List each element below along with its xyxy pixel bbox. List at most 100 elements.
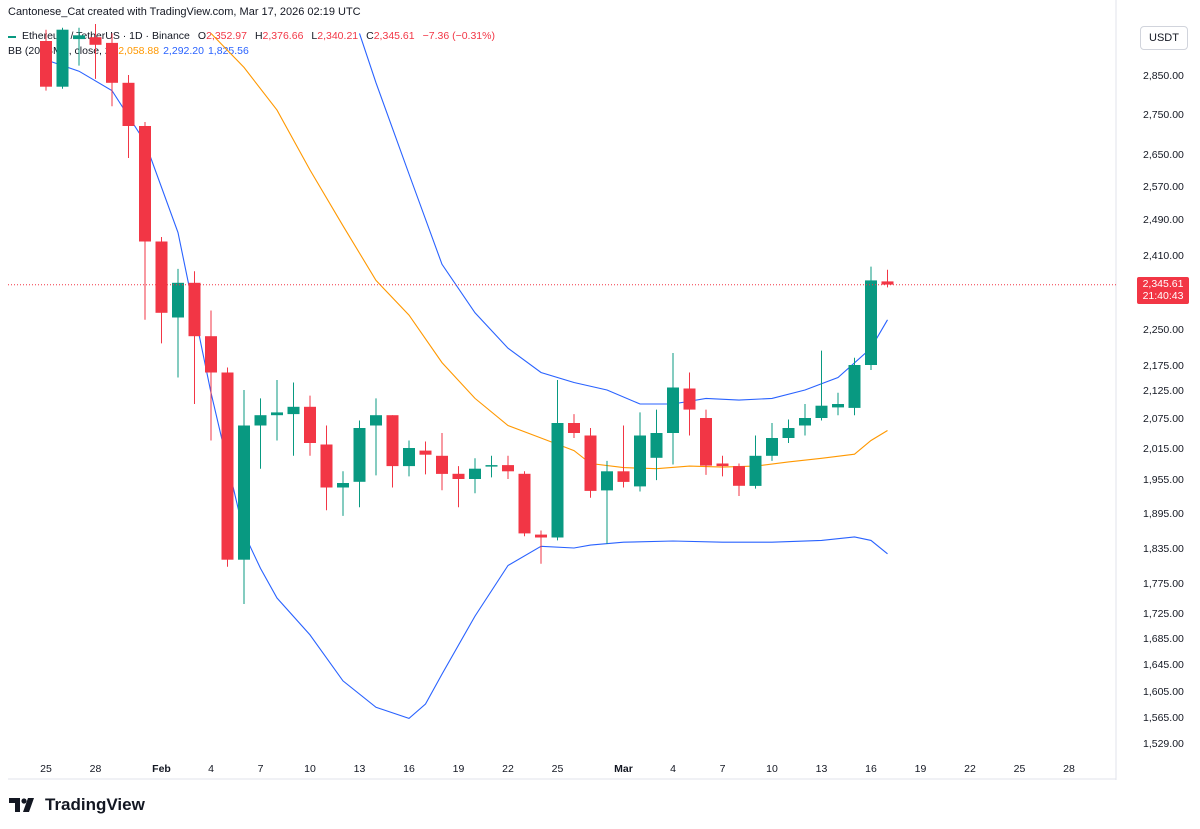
time-tick-label: 7 bbox=[258, 763, 264, 775]
candle-body bbox=[815, 405, 828, 418]
symbol-row: Ethereum / TetherUS · 1D · Binance O 2,35… bbox=[8, 29, 495, 44]
candle-body bbox=[436, 455, 448, 474]
price-tick-label: 2,490.00 bbox=[1143, 214, 1184, 226]
price-tick-label: 1,685.00 bbox=[1143, 633, 1184, 645]
candle-body bbox=[370, 415, 382, 426]
tradingview-logo[interactable]: TradingView bbox=[9, 795, 145, 815]
bb-upper-value: 2,292.20 bbox=[163, 45, 204, 57]
price-tick-label: 2,650.00 bbox=[1143, 149, 1184, 161]
candle-body bbox=[766, 438, 778, 456]
candle bbox=[172, 268, 184, 378]
candle bbox=[238, 390, 250, 604]
candle-body bbox=[205, 336, 217, 373]
candle-body bbox=[650, 433, 663, 458]
candle-body bbox=[238, 425, 250, 560]
candles bbox=[40, 24, 894, 604]
time-axis: 25 28 Feb 4 7 10 13 16 19 22 25 Mar 4 7 10 13 16 19 22 25 28 bbox=[40, 763, 1075, 775]
candle bbox=[155, 237, 168, 344]
price-tick-label: 1,895.00 bbox=[1143, 508, 1184, 520]
time-tick-label: Feb bbox=[152, 763, 171, 775]
candle bbox=[337, 471, 349, 516]
candle bbox=[733, 463, 745, 496]
price-tick-label: 2,075.00 bbox=[1143, 413, 1184, 425]
candle bbox=[370, 398, 382, 476]
candle-body bbox=[667, 387, 679, 433]
time-tick-label: 7 bbox=[720, 763, 726, 775]
candle-body bbox=[403, 448, 415, 467]
candle bbox=[881, 269, 894, 288]
candle bbox=[832, 392, 844, 416]
candle bbox=[353, 420, 366, 508]
candle-body bbox=[271, 412, 283, 416]
currency-button[interactable]: USDT bbox=[1140, 26, 1188, 50]
candle bbox=[535, 530, 547, 564]
candle-body bbox=[122, 82, 135, 126]
price-tick-label: 1,529.00 bbox=[1143, 738, 1184, 750]
close-value: 2,345.61 bbox=[373, 30, 415, 42]
time-tick-label: 4 bbox=[670, 763, 676, 775]
candle-body bbox=[683, 388, 696, 410]
candle-body bbox=[601, 471, 613, 491]
bb-lower-line bbox=[45, 59, 888, 720]
candle-body bbox=[304, 406, 316, 443]
candle bbox=[815, 350, 828, 421]
candle bbox=[403, 440, 415, 477]
bb-basis-line bbox=[210, 33, 888, 470]
candle-body bbox=[782, 428, 795, 438]
candle-body bbox=[353, 428, 366, 482]
candle bbox=[766, 423, 778, 461]
candle bbox=[782, 419, 795, 443]
bb-label[interactable]: BB (20, SMA, close, 2) bbox=[8, 45, 115, 57]
candle-body bbox=[386, 415, 399, 467]
tradingview-brand-text: TradingView bbox=[45, 795, 145, 814]
price-tick-label: 2,250.00 bbox=[1143, 324, 1184, 336]
candle bbox=[716, 455, 729, 477]
bb-basis-value: 2,058.88 bbox=[118, 45, 160, 57]
candle bbox=[205, 310, 217, 441]
price-tick-label: 2,015.00 bbox=[1143, 443, 1184, 455]
close-label: C bbox=[366, 30, 374, 42]
price-tick-label: 2,175.00 bbox=[1143, 360, 1184, 372]
symbol-title[interactable]: Ethereum / TetherUS · 1D · Binance bbox=[22, 30, 190, 42]
price-tick-label: 1,775.00 bbox=[1143, 578, 1184, 590]
candle bbox=[865, 266, 877, 370]
chart-author-line: Cantonese_Cat created with TradingView.c… bbox=[8, 6, 361, 18]
candle bbox=[485, 455, 498, 478]
candle bbox=[799, 404, 811, 436]
symbol-icon bbox=[8, 35, 16, 38]
open-value: 2,352.97 bbox=[206, 30, 247, 42]
candle-body bbox=[469, 468, 481, 479]
low-value: 2,340.21 bbox=[317, 30, 359, 42]
price-tick-label: 2,570.00 bbox=[1143, 181, 1184, 193]
candle bbox=[551, 380, 564, 541]
candle-body bbox=[320, 444, 333, 488]
price-tick-label: 2,125.00 bbox=[1143, 385, 1184, 397]
candle-body bbox=[568, 423, 580, 433]
candle bbox=[848, 357, 861, 416]
price-tick-label: 2,750.00 bbox=[1143, 109, 1184, 121]
time-tick-label: 25 bbox=[1014, 763, 1026, 775]
candle bbox=[749, 435, 762, 489]
candle bbox=[221, 367, 234, 567]
candle bbox=[122, 75, 135, 158]
price-tick-label: 1,565.00 bbox=[1143, 712, 1184, 724]
candle bbox=[287, 382, 300, 456]
candle-body bbox=[485, 465, 498, 467]
candle bbox=[320, 425, 333, 511]
candle-body bbox=[452, 473, 465, 479]
candle bbox=[617, 425, 630, 488]
price-tick-label: 1,955.00 bbox=[1143, 474, 1184, 486]
open-label: O bbox=[197, 30, 207, 42]
candle-body bbox=[419, 450, 432, 455]
time-tick-label: 16 bbox=[865, 763, 877, 775]
candle bbox=[584, 428, 597, 498]
time-tick-label: 13 bbox=[816, 763, 828, 775]
candle-body bbox=[502, 465, 514, 472]
bb-upper-line bbox=[358, 33, 888, 405]
time-tick-label: 4 bbox=[208, 763, 214, 775]
time-tick-label: 19 bbox=[453, 763, 465, 775]
bb-row: BB (20, SMA, close, 2) 2,058.88 2,292.20… bbox=[8, 44, 495, 59]
candle-body bbox=[848, 365, 861, 408]
candle bbox=[568, 414, 580, 438]
